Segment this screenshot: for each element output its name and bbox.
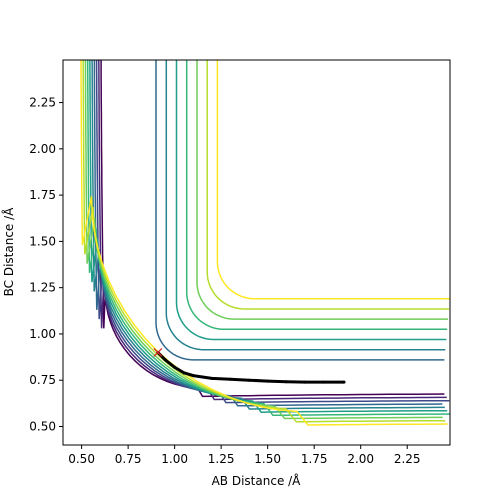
trajectory-point [247,378,251,382]
x-tick-label: 2.25 [394,452,421,466]
contour-line-upper [216,60,450,300]
trajectory-point [284,380,288,384]
contour-line [100,60,445,398]
contour-line-upper [196,60,449,320]
y-tick-label: 0.75 [29,373,56,387]
axes-frame [62,59,451,446]
start-marker [153,347,163,357]
contour-line-upper [175,60,447,341]
x-tick-label: 1.25 [208,452,235,466]
trajectory-point [303,380,307,384]
y-tick-label: 2.25 [29,96,56,110]
trajectory-point [266,379,270,383]
contour-line [95,60,450,404]
y-tick-label: 0.50 [29,419,56,433]
x-axis-ticks: 0.50 0.75 1.00 1.25 1.50 1.75 2.00 2.25 [68,445,421,466]
contour-line [91,59,445,410]
trajectory-point [321,380,325,384]
trajectory-point [210,376,214,380]
contour-line [82,60,446,423]
y-tick-label: 1.00 [29,327,56,341]
y-tick-label: 1.75 [29,188,56,202]
x-tick-label: 2.00 [347,452,374,466]
contour-line [98,59,447,401]
trajectory-point [173,365,177,369]
start-marker-layer [153,347,163,357]
trajectory-point [182,371,186,375]
plot-area [80,59,450,426]
y-tick-label: 1.25 [29,281,56,295]
contour-line [80,60,448,426]
x-tick-label: 0.50 [68,452,95,466]
trajectory-point [228,377,232,381]
x-tick-label: 1.50 [254,452,281,466]
x-tick-label: 1.75 [301,452,328,466]
contour-line [93,60,443,407]
x-axis-label: AB Distance /Å [212,473,302,488]
y-tick-label: 1.50 [29,234,56,248]
y-tick-label: 2.00 [29,142,56,156]
contour-lines [80,59,450,426]
trajectory-point [163,358,167,362]
contour-line-upper [206,60,450,310]
contour-line-upper [155,60,445,361]
y-axis-label: BC Distance /Å [1,207,16,297]
trajectory-point [191,374,195,378]
x-tick-label: 0.75 [115,452,142,466]
y-axis-ticks: 0.50 0.75 1.00 1.25 1.50 1.75 2.00 2.25 [29,96,63,433]
contour-line [86,60,450,417]
x-tick-label: 1.00 [161,452,188,466]
trajectory-layer [156,350,346,384]
contour-line-upper [185,60,448,331]
trajectory-point [342,380,346,384]
contour-line-upper [165,60,446,351]
contour-line [89,60,448,413]
contour-line [84,59,443,420]
